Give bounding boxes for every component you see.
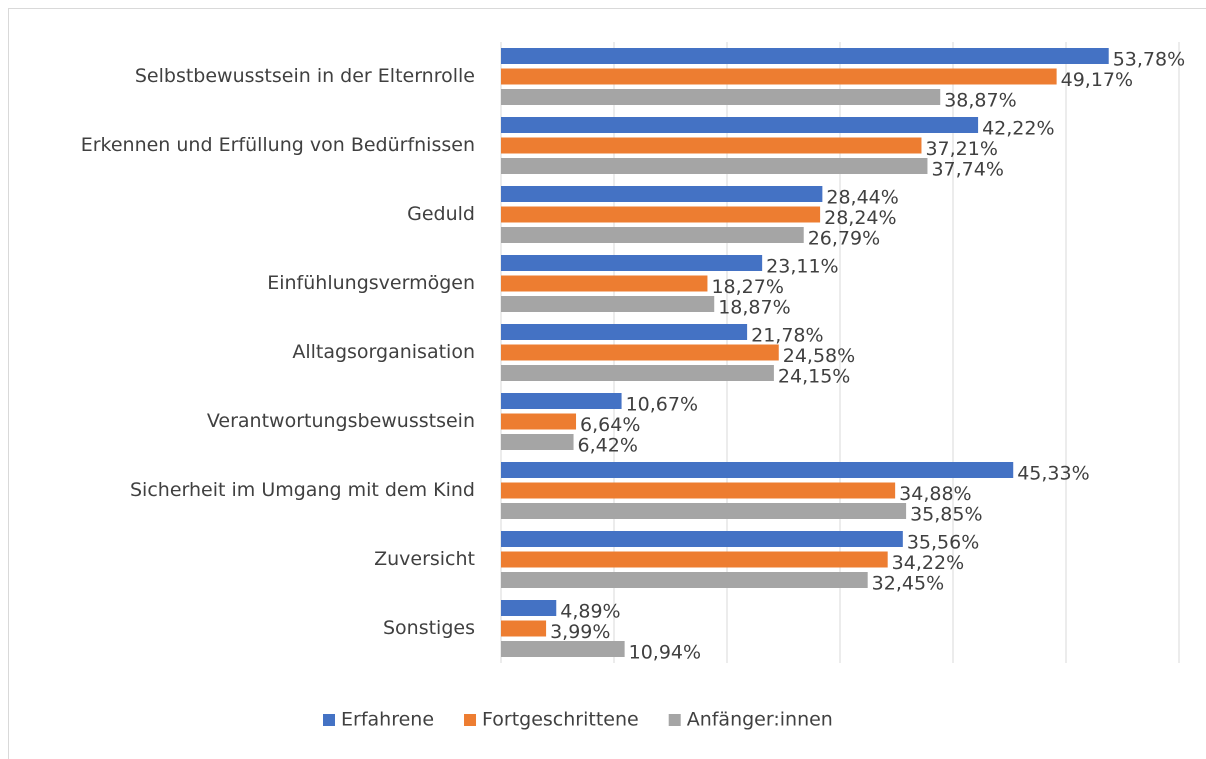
data-label: 18,87%	[718, 297, 790, 319]
data-label: 28,24%	[824, 207, 896, 229]
bar	[501, 296, 715, 312]
bar	[501, 158, 928, 174]
data-label: 24,58%	[783, 345, 855, 367]
bar	[501, 365, 774, 381]
bar	[501, 255, 763, 271]
data-label: 28,44%	[826, 187, 898, 209]
data-label: 18,27%	[711, 276, 783, 298]
y-tick-label: Geduld	[407, 203, 475, 225]
data-label: 3,99%	[550, 621, 610, 643]
data-label: 10,67%	[626, 394, 698, 416]
data-label: 49,17%	[1061, 69, 1133, 91]
data-label: 6,42%	[578, 435, 638, 457]
y-tick-label: Selbstbewusstsein in der Elternrolle	[135, 65, 475, 87]
y-tick-label: Alltagsorganisation	[292, 341, 475, 363]
data-label: 38,87%	[944, 90, 1016, 112]
bar	[501, 186, 823, 202]
data-label: 53,78%	[1113, 49, 1185, 71]
bar	[501, 641, 625, 657]
bar	[501, 620, 547, 637]
bar	[501, 572, 868, 588]
bar	[501, 531, 903, 547]
bar	[501, 462, 1014, 478]
bar	[501, 503, 907, 519]
bar	[501, 413, 577, 430]
data-label: 21,78%	[751, 325, 823, 347]
data-label: 37,74%	[931, 159, 1003, 181]
bar	[501, 551, 888, 568]
bar	[501, 137, 922, 154]
data-label: 32,45%	[872, 573, 944, 595]
bar	[501, 600, 557, 616]
legend-label: Erfahrene	[341, 709, 434, 731]
data-label: 42,22%	[982, 118, 1054, 140]
bar	[501, 482, 896, 499]
bar	[501, 393, 622, 409]
data-label: 10,94%	[629, 642, 701, 664]
data-label: 34,88%	[899, 483, 971, 505]
bar	[501, 344, 779, 361]
bar	[501, 117, 979, 133]
y-tick-label: Zuversicht	[374, 548, 475, 570]
data-label: 24,15%	[778, 366, 850, 388]
legend-swatch	[323, 714, 335, 726]
bar	[501, 324, 748, 340]
legend-label: Fortgeschrittene	[482, 709, 639, 731]
bar	[501, 227, 804, 243]
bar	[501, 68, 1057, 85]
data-label: 35,56%	[907, 532, 979, 554]
y-tick-label: Einfühlungsvermögen	[267, 272, 475, 294]
legend-swatch	[668, 714, 681, 726]
y-tick-label: Sonstiges	[383, 617, 475, 639]
y-tick-label: Sicherheit im Umgang mit dem Kind	[130, 479, 475, 501]
data-label: 26,79%	[808, 228, 880, 250]
data-label: 37,21%	[925, 138, 997, 160]
y-tick-label: Verantwortungsbewusstsein	[207, 410, 475, 432]
bar	[501, 206, 821, 223]
data-label: 23,11%	[766, 256, 838, 278]
legend-swatch	[464, 714, 477, 726]
bar	[501, 48, 1109, 64]
bar	[501, 275, 708, 292]
data-label: 6,64%	[580, 414, 640, 436]
data-label: 35,85%	[910, 504, 982, 526]
bar	[501, 89, 941, 105]
data-label: 34,22%	[892, 552, 964, 574]
legend-label: Anfänger:innen	[687, 709, 833, 731]
data-label: 4,89%	[560, 601, 620, 623]
y-tick-label: Erkennen und Erfüllung von Bedürfnissen	[81, 134, 475, 156]
data-label: 45,33%	[1017, 463, 1089, 485]
chart-frame	[8, 8, 1206, 759]
bar	[501, 434, 574, 450]
